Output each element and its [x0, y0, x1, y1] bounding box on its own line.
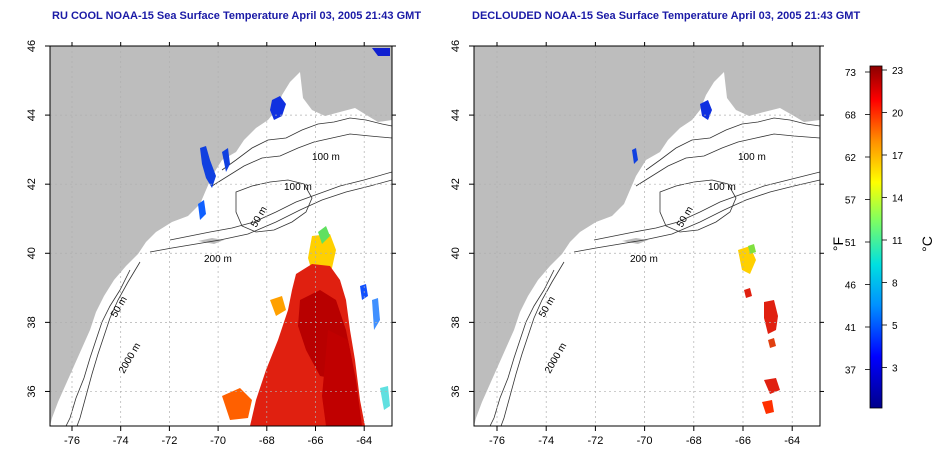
colorbar-c-label: 8 — [892, 279, 898, 290]
right-land — [474, 46, 820, 426]
x-tick-label: -72 — [161, 435, 177, 447]
colorbar-c-label: 20 — [892, 109, 904, 120]
y-tick-label: 36 — [26, 385, 38, 397]
x-tick-label: -68 — [259, 435, 275, 447]
colorbar-ticks: 73 68 62 57 51 46 41 37 23 20 17 14 11 8 5 3 — [845, 66, 904, 377]
colorbar-c-label: 11 — [892, 236, 903, 247]
colorbar-f-label: 73 — [845, 68, 857, 79]
y-tick-label: 36 — [450, 385, 462, 397]
colorbar-gradient — [869, 65, 883, 409]
colorbar: 73 68 62 57 51 46 41 37 23 20 17 14 11 8 5 3 °F °C — [830, 65, 935, 409]
y-tick-label: 40 — [450, 247, 462, 259]
x-tick-label: -70 — [637, 435, 653, 447]
contour-label: 200 m — [204, 254, 232, 265]
colorbar-f-label: 68 — [845, 111, 857, 122]
y-tick-label: 46 — [450, 40, 462, 52]
left-grid — [50, 46, 392, 426]
colorbar-c-label: 3 — [892, 364, 898, 375]
x-tick-label: -64 — [356, 435, 372, 447]
y-tick-label: 38 — [26, 316, 38, 328]
x-tick-label: -68 — [686, 435, 702, 447]
x-tick-label: -74 — [538, 435, 554, 447]
y-tick-label: 44 — [26, 109, 38, 121]
fahrenheit-unit-label: °F — [830, 237, 846, 251]
x-tick-label: -66 — [735, 435, 751, 447]
right-land-island — [622, 238, 648, 244]
y-tick-label: 38 — [450, 316, 462, 328]
contour-label: 100 m — [284, 182, 312, 193]
right-bathymetry-contours — [489, 117, 820, 426]
y-tick-label: 46 — [26, 40, 38, 52]
x-tick-label: -76 — [489, 435, 505, 447]
colorbar-f-label: 37 — [845, 366, 857, 377]
x-tick-label: -74 — [113, 435, 129, 447]
left-land-island — [198, 238, 224, 244]
x-tick-label: -66 — [308, 435, 324, 447]
left-bathymetry-contours — [65, 117, 392, 426]
left-land-canada — [300, 54, 392, 122]
colorbar-f-label: 57 — [845, 196, 857, 207]
right-map-title: DECLOUDED NOAA-15 Sea Surface Temperatur… — [472, 10, 861, 22]
y-tick-label: 44 — [450, 109, 462, 121]
colorbar-f-label: 51 — [845, 238, 857, 249]
colorbar-f-label: 41 — [845, 323, 857, 334]
right-frame — [473, 45, 821, 427]
left-land — [50, 46, 392, 426]
contour-label: 100 m — [312, 152, 340, 163]
colorbar-f-label: 62 — [845, 153, 857, 164]
contour-label: 200 m — [630, 254, 658, 265]
left-axis-ticks: -76 -74 -72 -70 -68 -66 -64 36 38 40 42 44 46 — [26, 40, 396, 447]
right-axis-ticks: -76 -74 -72 -70 -68 -66 -64 36 38 40 42 44 46 — [450, 40, 824, 447]
x-tick-label: -72 — [587, 435, 603, 447]
colorbar-c-label: 5 — [892, 321, 898, 332]
colorbar-c-label: 17 — [892, 151, 904, 162]
colorbar-f-label: 46 — [845, 281, 857, 292]
left-frame — [49, 45, 393, 427]
x-tick-label: -70 — [210, 435, 226, 447]
left-map-title: RU COOL NOAA-15 Sea Surface Temperature … — [52, 10, 422, 22]
colorbar-c-label: 23 — [892, 66, 904, 77]
left-sst-pixels — [198, 48, 390, 426]
colorbar-c-label: 14 — [892, 194, 904, 205]
y-tick-label: 42 — [450, 178, 462, 190]
celsius-unit-label: °C — [919, 236, 935, 252]
contour-label: 100 m — [708, 182, 736, 193]
x-tick-label: -64 — [784, 435, 800, 447]
contour-label: 100 m — [738, 152, 766, 163]
right-grid — [474, 46, 820, 426]
right-land-canada — [724, 54, 820, 122]
x-tick-label: -76 — [64, 435, 80, 447]
y-tick-label: 40 — [26, 247, 38, 259]
y-tick-label: 42 — [26, 178, 38, 190]
